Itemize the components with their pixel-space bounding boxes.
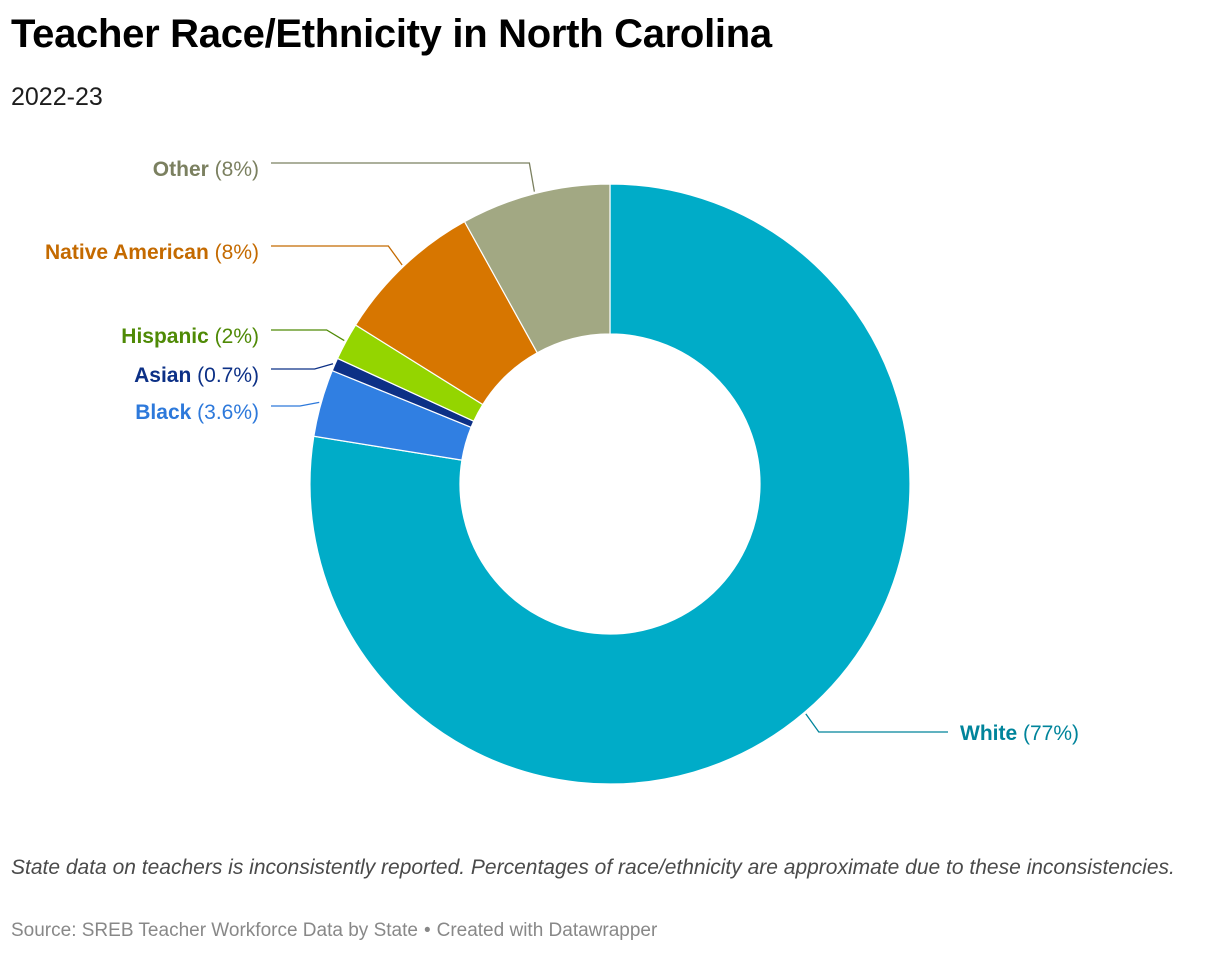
slice-label-name: Native American: [45, 241, 209, 264]
slice-label-value: (2%): [209, 325, 259, 348]
source-text: Source: SREB Teacher Workforce Data by S…: [11, 920, 418, 941]
slice-label-name: Asian: [134, 364, 191, 387]
slice-labels: White (77%)Black (3.6%)Asian (0.7%)Hispa…: [45, 158, 1079, 745]
leader-line-white: [805, 713, 948, 733]
slice-label-asian: Asian (0.7%): [134, 364, 259, 387]
slice-label-name: Hispanic: [121, 325, 209, 348]
slice-white[interactable]: [309, 183, 911, 785]
chart-note: State data on teachers is inconsistently…: [11, 856, 1175, 879]
leader-line-other: [271, 162, 536, 192]
leader-line-native-american: [271, 245, 403, 266]
donut-chart: White (77%)Black (3.6%)Asian (0.7%)Hispa…: [45, 158, 1079, 785]
slice-label-value: (3.6%): [191, 401, 259, 424]
slice-label-black: Black (3.6%): [135, 401, 259, 424]
slice-label-value: (0.7%): [191, 364, 259, 387]
label-leader-lines: [271, 162, 948, 733]
slice-label-white: White (77%): [960, 722, 1079, 745]
chart-title: Teacher Race/Ethnicity in North Carolina: [11, 12, 772, 56]
slice-label-hispanic: Hispanic (2%): [121, 325, 259, 348]
slice-label-name: Other: [153, 158, 209, 181]
slice-label-native-american: Native American (8%): [45, 241, 259, 264]
chart-source: Source: SREB Teacher Workforce Data by S…: [11, 920, 657, 942]
leader-line-black: [271, 401, 320, 407]
slice-label-value: (8%): [209, 158, 259, 181]
datawrapper-credit-link[interactable]: Created with Datawrapper: [436, 920, 658, 941]
donut-slices: [309, 183, 911, 785]
slice-label-value: (8%): [209, 241, 259, 264]
slice-other[interactable]: [463, 183, 611, 354]
source-separator: •: [423, 920, 431, 941]
leader-line-hispanic: [271, 329, 345, 342]
chart-subtitle: 2022-23: [11, 83, 103, 111]
slice-label-name: Black: [135, 401, 191, 424]
slice-label-other: Other (8%): [153, 158, 259, 181]
slice-label-value: (77%): [1017, 722, 1079, 745]
slice-label-name: White: [960, 722, 1017, 745]
leader-line-asian: [271, 363, 334, 370]
